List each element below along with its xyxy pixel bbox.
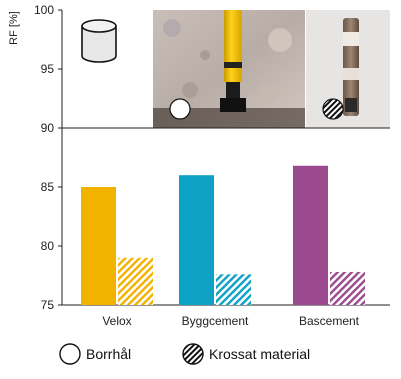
x-tick-label-bascement: Bascement [299, 314, 360, 328]
legend-label-crushed: Krossat material [209, 346, 310, 362]
bar-byggcement-crushed [216, 274, 251, 305]
bar-velox-borehole [81, 187, 116, 305]
circle-icon [59, 343, 81, 365]
y-ticks: 75 80 85 90 95 100 [34, 3, 62, 312]
y-axis-label: RF [%] [8, 11, 20, 45]
photo-strip [62, 10, 390, 128]
bar-velox-crushed [118, 257, 153, 305]
legend: Borrhål Krossat material [59, 343, 310, 365]
borehole-photo [153, 10, 305, 128]
legend-label-borehole: Borrhål [86, 346, 131, 362]
bar-bascement-crushed [330, 271, 365, 305]
y-tick-label-95: 95 [41, 62, 55, 76]
legend-item-crushed: Krossat material [182, 343, 310, 365]
bar-bascement-borehole [293, 165, 328, 305]
y-tick-label-90: 90 [41, 121, 55, 135]
y-tick-label-85: 85 [41, 180, 55, 194]
crushed-material-photo [306, 10, 390, 128]
y-tick-label-100: 100 [34, 3, 54, 17]
y-tick-label-75: 75 [41, 298, 55, 312]
x-tick-label-byggcement: Byggcement [182, 314, 249, 328]
legend-item-borehole: Borrhål [59, 343, 131, 365]
x-tick-label-velox: Velox [102, 314, 131, 328]
hatched-circle-icon [182, 343, 204, 365]
y-tick-label-80: 80 [41, 239, 55, 253]
cylinder-sample-icon [62, 10, 152, 128]
bars [81, 165, 365, 305]
bar-byggcement-borehole [179, 175, 214, 305]
x-tick-labels: Velox Byggcement Bascement [102, 314, 359, 328]
